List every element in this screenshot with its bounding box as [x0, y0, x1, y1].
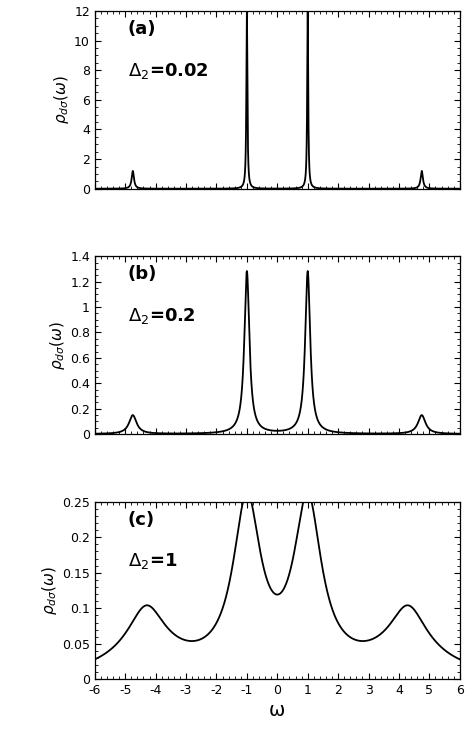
Y-axis label: $\rho_{d\sigma}(\omega)$: $\rho_{d\sigma}(\omega)$ — [48, 321, 67, 370]
Text: (b): (b) — [128, 265, 157, 283]
Y-axis label: $\rho_{d\sigma}(\omega)$: $\rho_{d\sigma}(\omega)$ — [40, 566, 59, 615]
Text: $\Delta_2$=1: $\Delta_2$=1 — [128, 551, 177, 572]
Y-axis label: $\rho_{d\sigma}(\omega)$: $\rho_{d\sigma}(\omega)$ — [52, 75, 71, 125]
Text: $\Delta_2$=0.2: $\Delta_2$=0.2 — [128, 306, 195, 326]
Text: (a): (a) — [128, 20, 156, 38]
Text: (c): (c) — [128, 510, 155, 529]
X-axis label: ω: ω — [269, 701, 285, 720]
Text: $\Delta_2$=0.02: $\Delta_2$=0.02 — [128, 61, 209, 81]
